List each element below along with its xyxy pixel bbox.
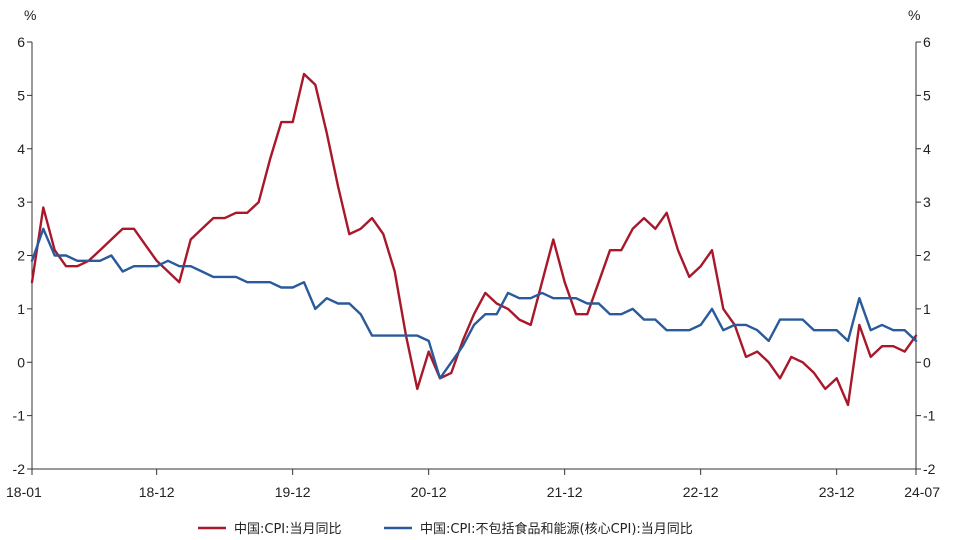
left-y-tick-label: 0: [17, 354, 25, 370]
x-tick-label: 21-12: [547, 484, 583, 500]
left-y-tick-label: 4: [17, 141, 25, 157]
left-y-tick-label: -1: [13, 408, 26, 424]
right-y-tick-label: -2: [923, 461, 936, 477]
left-y-tick-label: 2: [17, 248, 25, 264]
right-y-tick-label: 2: [923, 248, 931, 264]
axes: % % -2 -2 -1 -1 0 0 1 1 2 2 3 3 4 4 5 5 6 6 18-01 18-12 19-12 2…: [6, 7, 940, 500]
left-y-tick-label: 6: [17, 34, 25, 50]
x-tick-label: 20-12: [411, 484, 447, 500]
legend: 中国:CPI:当月同比 中国:CPI:不包括食品和能源(核心CPI):当月同比: [198, 521, 693, 537]
legend-label-1: 中国:CPI:当月同比: [234, 522, 342, 537]
series-line-1: [30, 72, 918, 407]
left-y-tick-label: -2: [13, 461, 26, 477]
x-tick-label: 18-01: [6, 484, 42, 500]
left-y-tick-label: 1: [17, 301, 25, 317]
right-y-tick-label: 3: [923, 194, 931, 210]
series-layer: [30, 72, 918, 407]
right-y-tick-label: 5: [923, 87, 931, 103]
right-y-tick-label: 1: [923, 301, 931, 317]
x-tick-label: 24-07: [904, 484, 940, 500]
x-tick-label: 18-12: [139, 484, 175, 500]
x-tick-label: 19-12: [275, 484, 311, 500]
right-unit-label: %: [908, 7, 920, 23]
legend-label-2: 中国:CPI:不包括食品和能源(核心CPI):当月同比: [420, 521, 693, 537]
right-y-tick-label: 4: [923, 141, 931, 157]
left-unit-label: %: [24, 7, 36, 23]
left-y-tick-label: 3: [17, 194, 25, 210]
x-tick-label: 23-12: [819, 484, 855, 500]
x-tick-label: 22-12: [683, 484, 719, 500]
right-y-tick-label: 6: [923, 34, 931, 50]
right-y-tick-label: 0: [923, 354, 931, 370]
series-line-2: [30, 227, 918, 380]
right-y-tick-label: -1: [923, 408, 936, 424]
left-y-tick-label: 5: [17, 87, 25, 103]
